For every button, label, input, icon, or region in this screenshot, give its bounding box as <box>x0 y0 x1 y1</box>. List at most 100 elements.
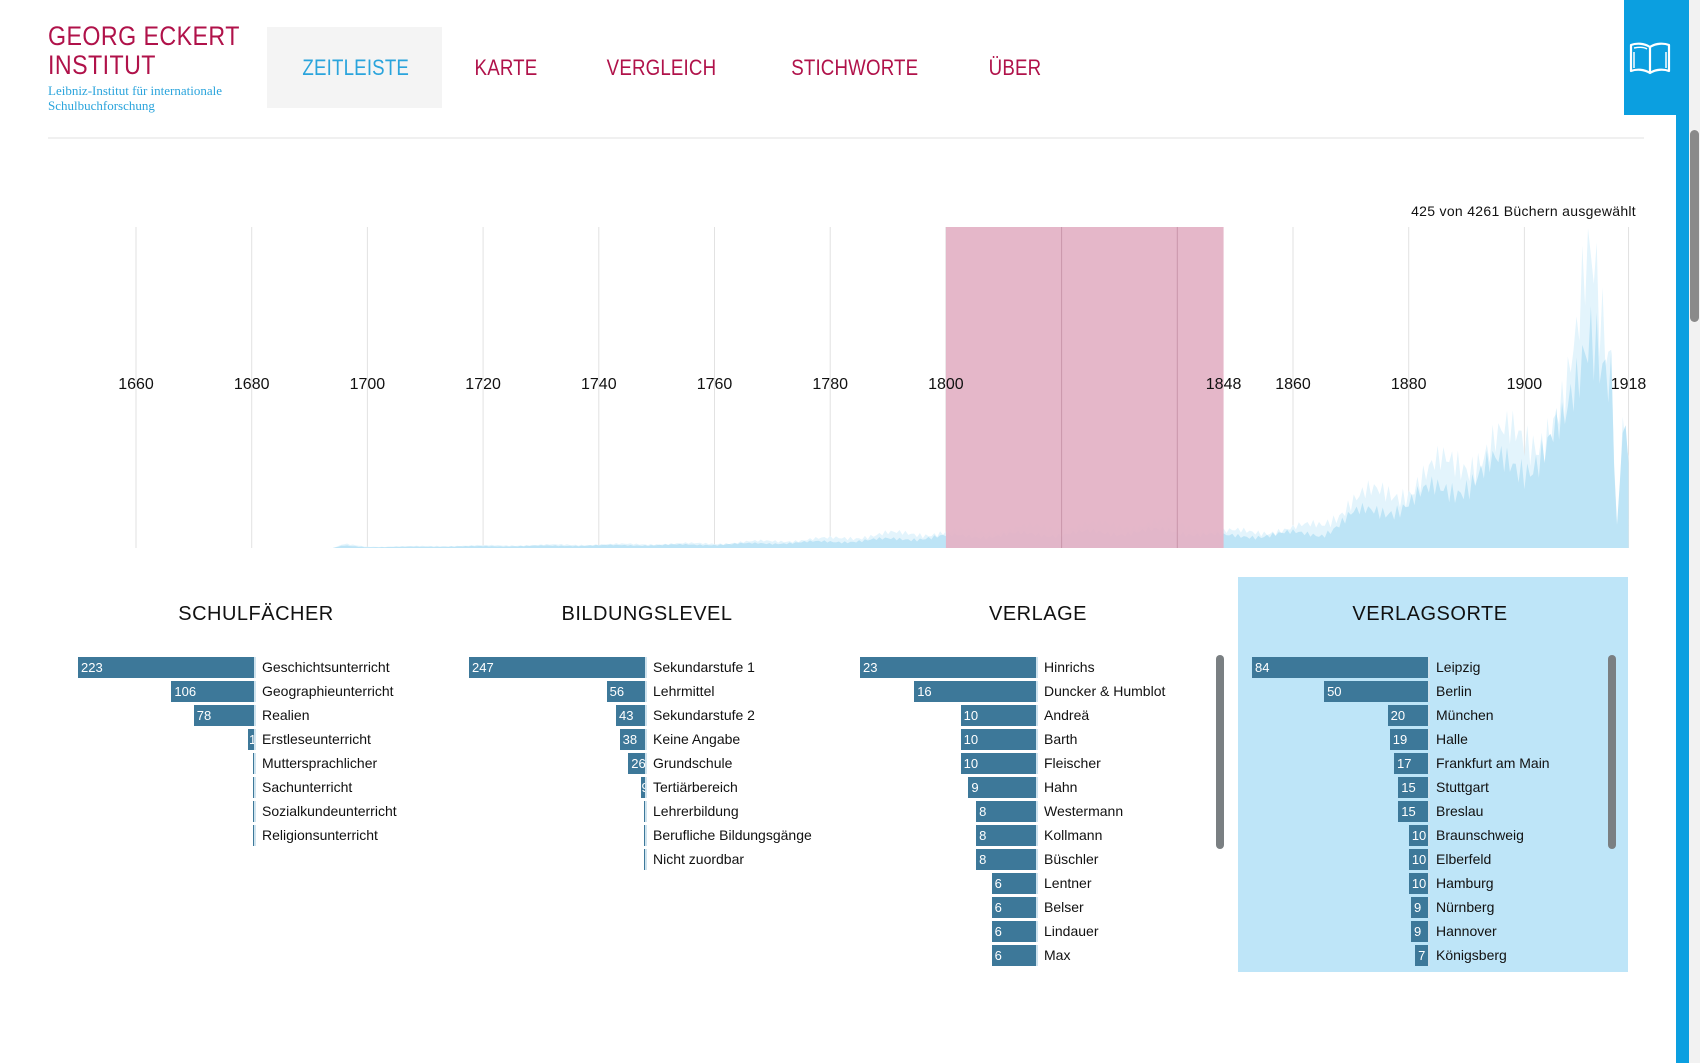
nav-vergleich[interactable]: VERGLEICH <box>570 27 753 108</box>
facet-row[interactable]: 17 Frankfurt am Main <box>1250 751 1550 775</box>
facet-row[interactable]: 15 Stuttgart <box>1250 775 1550 799</box>
facet-bar[interactable]: 10 <box>960 752 1038 774</box>
facet-row[interactable]: 4 Muttersprachlicher <box>76 751 397 775</box>
facet-row[interactable]: 15 Breslau <box>1250 799 1550 823</box>
facet-bar[interactable]: 9 <box>640 776 647 798</box>
facet-row[interactable]: 19 Halle <box>1250 727 1550 751</box>
facet-bar[interactable]: 9 <box>1410 896 1430 918</box>
facet-row[interactable]: 6 Max <box>858 943 1165 967</box>
facet-row[interactable]: 6 Belser <box>858 895 1165 919</box>
facet-row[interactable]: 8 Kollmann <box>858 823 1165 847</box>
facet-bar[interactable]: 247 <box>469 656 647 678</box>
nav-stichworte[interactable]: STICHWORTE <box>753 27 956 108</box>
nav-zeitleiste[interactable]: ZEITLEISTE <box>267 27 443 108</box>
facet-row[interactable]: 10 Braunschweig <box>1250 823 1550 847</box>
facet-bar[interactable]: 10 <box>960 704 1038 726</box>
facet-bar[interactable]: 6 <box>991 920 1038 942</box>
facet-row[interactable]: 3 Sozialkundeunterricht <box>76 799 397 823</box>
facet-bar[interactable]: 223 <box>78 656 256 678</box>
facet-bar[interactable]: 10 <box>1408 872 1430 894</box>
page-scrollbar[interactable] <box>1689 0 1700 1063</box>
facet-row[interactable]: 3 Sachunterricht <box>76 775 397 799</box>
page-scrollbar-thumb[interactable] <box>1690 130 1699 322</box>
facet-row[interactable]: 23 Hinrichs <box>858 655 1165 679</box>
facet-bar[interactable]: 3 <box>644 848 647 870</box>
facet-row[interactable]: 20 München <box>1250 703 1550 727</box>
facet-row[interactable]: 16 Duncker & Humblot <box>858 679 1165 703</box>
facet-row[interactable]: 6 Lentner <box>858 871 1165 895</box>
facet-row[interactable]: 10 Hamburg <box>1250 871 1550 895</box>
facet-row[interactable]: 10 Barth <box>858 727 1165 751</box>
facet-bar[interactable]: 8 <box>976 800 1038 822</box>
facet-row[interactable]: 78 Realien <box>76 703 397 727</box>
facet-bar[interactable]: 43 <box>616 704 647 726</box>
facet-row[interactable]: 3 Nicht zuordbar <box>467 847 812 871</box>
facet-bar[interactable]: 56 <box>606 680 647 702</box>
facet-bar[interactable]: 9 <box>968 776 1038 798</box>
facet-bar[interactable]: 50 <box>1324 680 1430 702</box>
facet-bar[interactable]: 9 <box>1410 920 1430 942</box>
facet-bar[interactable]: 84 <box>1252 656 1430 678</box>
facet-row[interactable]: 9 Tertiärbereich <box>467 775 812 799</box>
facet-bar[interactable]: 15 <box>1398 776 1430 798</box>
facet-bar[interactable]: 4 <box>644 800 647 822</box>
facet-row[interactable]: 9 Hannover <box>1250 919 1550 943</box>
facet-row[interactable]: 7 Königsberg <box>1250 943 1550 967</box>
panel-scrollbar[interactable] <box>1608 655 1616 849</box>
facet-bar[interactable]: 4 <box>252 752 256 774</box>
facet-bar[interactable]: 6 <box>991 944 1038 966</box>
facet-bar[interactable]: 26 <box>628 752 647 774</box>
logo[interactable]: GEORG ECKERT INSTITUT Leibniz-Institut f… <box>48 22 271 114</box>
facet-row[interactable]: 84 Leipzig <box>1250 655 1550 679</box>
facet-bar[interactable]: 16 <box>914 680 1038 702</box>
facet-row[interactable]: 8 Westermann <box>858 799 1165 823</box>
facet-bar[interactable]: 6 <box>991 872 1038 894</box>
book-button[interactable] <box>1624 0 1676 115</box>
facet-row[interactable]: 3 Berufliche Bildungsgänge <box>467 823 812 847</box>
facet-bar[interactable]: 3 <box>644 824 647 846</box>
facet-row[interactable]: 9 Nürnberg <box>1250 895 1550 919</box>
timeline-chart[interactable] <box>0 0 1700 560</box>
facet-bar[interactable]: 17 <box>1393 752 1430 774</box>
nav-ueber[interactable]: ÜBER <box>957 27 1073 108</box>
facet-bar[interactable]: 78 <box>193 704 256 726</box>
nav-karte[interactable]: KARTE <box>442 27 570 108</box>
facet-bar[interactable]: 8 <box>976 824 1038 846</box>
facet-bar[interactable]: 3 <box>253 776 256 798</box>
facet-row[interactable]: 3 Religionsunterricht <box>76 823 397 847</box>
bar-track: 15 <box>1250 800 1430 822</box>
facet-bar[interactable]: 10 <box>1408 848 1430 870</box>
facet-bar[interactable]: 8 <box>976 848 1038 870</box>
facet-label: Berlin <box>1436 683 1472 699</box>
facet-row[interactable]: 10 Fleischer <box>858 751 1165 775</box>
facet-bar[interactable]: 3 <box>253 800 256 822</box>
facet-row[interactable]: 43 Sekundarstufe 2 <box>467 703 812 727</box>
facet-row[interactable]: 56 Lehrmittel <box>467 679 812 703</box>
facet-bar[interactable]: 15 <box>1398 800 1430 822</box>
facet-row[interactable]: 8 Büschler <box>858 847 1165 871</box>
facet-bar[interactable]: 106 <box>171 680 256 702</box>
facet-row[interactable]: 10 Erstleseunterricht <box>76 727 397 751</box>
facet-row[interactable]: 26 Grundschule <box>467 751 812 775</box>
facet-bar[interactable]: 20 <box>1387 704 1430 726</box>
panel-scrollbar[interactable] <box>1216 655 1224 849</box>
facet-row[interactable]: 106 Geographieunterricht <box>76 679 397 703</box>
facet-row[interactable]: 223 Geschichtsunterricht <box>76 655 397 679</box>
facet-bar[interactable]: 19 <box>1389 728 1430 750</box>
facet-row[interactable]: 38 Keine Angabe <box>467 727 812 751</box>
facet-row[interactable]: 4 Lehrerbildung <box>467 799 812 823</box>
facet-row[interactable]: 50 Berlin <box>1250 679 1550 703</box>
facet-bar[interactable]: 10 <box>248 728 256 750</box>
facet-row[interactable]: 6 Lindauer <box>858 919 1165 943</box>
facet-row[interactable]: 9 Hahn <box>858 775 1165 799</box>
facet-bar[interactable]: 6 <box>991 896 1038 918</box>
facet-bar[interactable]: 10 <box>1408 824 1430 846</box>
facet-bar[interactable]: 38 <box>619 728 647 750</box>
facet-bar[interactable]: 3 <box>253 824 256 846</box>
facet-bar[interactable]: 7 <box>1415 944 1430 966</box>
facet-row[interactable]: 10 Elberfeld <box>1250 847 1550 871</box>
facet-row[interactable]: 10 Andreä <box>858 703 1165 727</box>
facet-row[interactable]: 247 Sekundarstufe 1 <box>467 655 812 679</box>
facet-bar[interactable]: 10 <box>960 728 1038 750</box>
facet-bar[interactable]: 23 <box>860 656 1038 678</box>
